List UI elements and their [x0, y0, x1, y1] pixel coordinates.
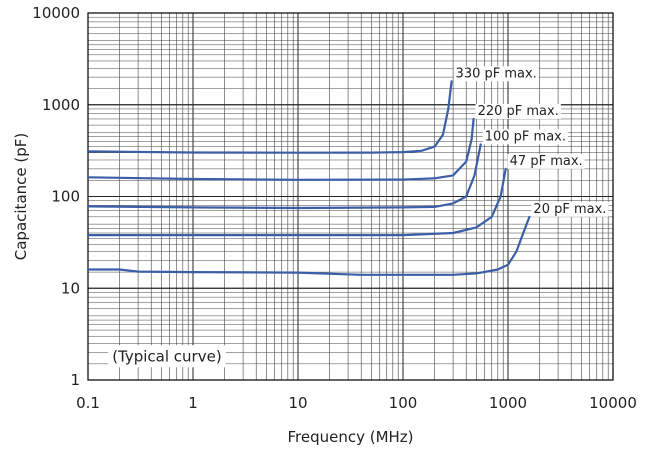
x-tick-label: 10 — [288, 394, 307, 412]
series-label-bg — [482, 129, 569, 145]
series-label-group: 330 pF max. — [453, 66, 539, 82]
series-label: 20 pF max. — [533, 202, 606, 217]
y-tick-labels: 1 10 100 1000 10000 — [32, 4, 80, 389]
series-line — [86, 143, 482, 210]
x-axis-label: Frequency (MHz) — [287, 428, 413, 446]
series-label-bg — [475, 103, 561, 119]
typical-curve-box — [108, 345, 226, 368]
x-tick-label: 100 — [389, 394, 418, 412]
series-label-bg — [531, 201, 609, 217]
series-group — [86, 80, 531, 276]
series-line — [86, 117, 475, 181]
typical-curve-label: (Typical curve) — [112, 347, 222, 365]
y-axis-label: Capacitance (pF) — [12, 133, 30, 260]
y-tick-label: 10 — [61, 279, 80, 297]
x-tick-label: 10000 — [589, 394, 637, 412]
series-label: 47 pF max. — [510, 154, 583, 169]
plot-frame — [87, 12, 614, 381]
series-label-group: 20 pF max. — [531, 201, 609, 217]
y-tick-label: 1 — [70, 371, 80, 389]
series-line — [86, 80, 453, 154]
series-line — [86, 215, 531, 276]
series-label-bg — [453, 66, 539, 82]
series-line — [86, 167, 507, 237]
grid — [87, 12, 614, 381]
x-tick-labels: 0.1 1 10 100 1000 10000 — [76, 394, 637, 412]
typical-curve-note: (Typical curve) — [108, 345, 226, 368]
series-label-bg — [507, 153, 585, 169]
y-tick-label: 10000 — [32, 4, 80, 22]
series-label: 100 pF max. — [485, 129, 566, 144]
series-label: 220 pF max. — [478, 104, 559, 119]
series-label-group: 220 pF max. — [475, 103, 561, 119]
series-label: 330 pF max. — [456, 66, 537, 81]
series-label-group: 100 pF max. — [482, 129, 569, 145]
y-tick-label: 100 — [51, 188, 80, 206]
x-tick-label: 0.1 — [76, 394, 100, 412]
series-labels: 330 pF max. 220 pF max. 100 pF max. 47 pF m… — [453, 66, 609, 217]
x-tick-label: 1000 — [489, 394, 527, 412]
y-tick-label: 1000 — [42, 96, 80, 114]
x-tick-label: 1 — [188, 394, 198, 412]
series-label-group: 47 pF max. — [507, 153, 585, 169]
